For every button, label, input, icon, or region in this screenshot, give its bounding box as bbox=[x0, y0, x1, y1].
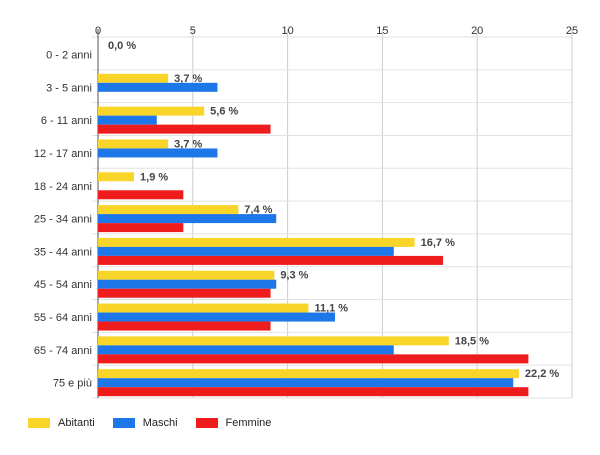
bar-femmine bbox=[98, 288, 271, 298]
bar-femmine bbox=[98, 190, 184, 200]
legend-item-abitanti[interactable]: Abitanti bbox=[28, 417, 95, 429]
data-label: 11,1 % bbox=[314, 303, 348, 315]
bar-maschi bbox=[98, 214, 277, 224]
bar-maschi bbox=[98, 378, 514, 388]
x-tick-label: 25 bbox=[566, 25, 578, 37]
data-label: 18,5 % bbox=[455, 335, 489, 347]
bar-abitanti bbox=[98, 369, 519, 379]
legend-label-abitanti: Abitanti bbox=[58, 417, 95, 429]
legend: Abitanti Maschi Femmine bbox=[28, 417, 289, 429]
data-label: 9,3 % bbox=[280, 270, 308, 282]
data-label: 7,4 % bbox=[244, 204, 272, 216]
legend-label-femmine: Femmine bbox=[225, 417, 272, 429]
bar-femmine bbox=[98, 321, 271, 331]
data-label: 1,9 % bbox=[140, 171, 168, 183]
bar-maschi bbox=[98, 312, 335, 322]
y-tick-label: 55 - 64 anni bbox=[34, 312, 92, 324]
data-label: 3,7 % bbox=[174, 73, 202, 85]
y-tick-label: 18 - 24 anni bbox=[34, 181, 92, 193]
bar-femmine bbox=[98, 387, 529, 397]
y-tick-label: 45 - 54 anni bbox=[34, 279, 92, 291]
x-tick-label: 20 bbox=[471, 25, 483, 37]
y-tick-label: 6 - 11 anni bbox=[41, 115, 92, 127]
y-tick-label: 75 e più bbox=[53, 378, 92, 390]
bar-maschi bbox=[98, 82, 218, 92]
x-tick-label: 10 bbox=[281, 25, 293, 37]
bar-maschi bbox=[98, 246, 394, 256]
bar-maschi bbox=[98, 148, 218, 158]
y-tick-label: 3 - 5 anni bbox=[46, 82, 92, 94]
y-tick-label: 0 - 2 anni bbox=[46, 50, 92, 62]
legend-swatch-femmine bbox=[195, 418, 218, 428]
data-label: 5,6 % bbox=[210, 106, 238, 118]
bar-femmine bbox=[98, 255, 444, 265]
legend-item-femmine[interactable]: Femmine bbox=[195, 417, 272, 429]
bar-maschi bbox=[98, 115, 157, 125]
bar-abitanti bbox=[98, 139, 169, 149]
y-tick-label: 12 - 17 anni bbox=[34, 148, 92, 160]
legend-item-maschi[interactable]: Maschi bbox=[112, 417, 178, 429]
x-tick-label: 15 bbox=[376, 25, 388, 37]
bar-abitanti bbox=[98, 237, 415, 247]
bar-maschi bbox=[98, 345, 394, 355]
data-label: 22,2 % bbox=[525, 368, 559, 380]
data-label: 3,7 % bbox=[174, 138, 202, 150]
y-tick-label: 65 - 74 anni bbox=[34, 345, 92, 357]
bar-abitanti bbox=[98, 270, 275, 280]
legend-swatch-abitanti bbox=[28, 418, 50, 428]
bar-abitanti bbox=[98, 205, 239, 215]
bar-maschi bbox=[98, 279, 277, 289]
y-tick-label: 35 - 44 anni bbox=[34, 246, 92, 258]
data-label: 0,0 % bbox=[108, 40, 136, 52]
x-tick-label: 5 bbox=[190, 25, 196, 37]
bar-abitanti bbox=[98, 73, 169, 83]
bar-abitanti bbox=[98, 303, 309, 313]
legend-swatch-maschi bbox=[112, 418, 135, 428]
y-tick-label: 25 - 34 anni bbox=[34, 214, 92, 226]
legend-label-maschi: Maschi bbox=[142, 417, 178, 429]
bar-femmine bbox=[98, 223, 184, 233]
bar-femmine bbox=[98, 354, 529, 364]
data-label: 16,7 % bbox=[421, 237, 455, 249]
bar-femmine bbox=[98, 124, 271, 134]
bar-abitanti bbox=[98, 106, 205, 116]
bar-abitanti bbox=[98, 172, 135, 182]
bar-abitanti bbox=[98, 336, 449, 346]
